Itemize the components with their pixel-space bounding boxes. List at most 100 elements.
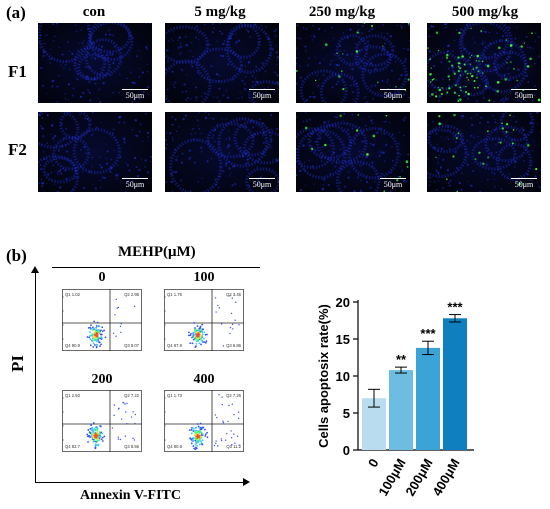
- flow-plot-svg: Q1 2.50 Q2 7.22 Q4 82.7 Q3 8.56: [62, 390, 142, 452]
- micrograph-image: [165, 23, 279, 103]
- event-dot: [113, 414, 115, 417]
- event-dot: [198, 439, 201, 442]
- scale-bar-line: [380, 89, 406, 90]
- pi-axis-label: PI: [8, 355, 27, 372]
- event-dot: [233, 413, 235, 416]
- event-dot: [203, 341, 206, 344]
- quadrant-label: Q1 1.76: [167, 292, 183, 297]
- event-dot: [218, 394, 220, 396]
- event-dot: [189, 437, 191, 440]
- event-dot: [89, 436, 92, 438]
- event-dot: [202, 337, 205, 340]
- event-dot: [93, 436, 96, 438]
- y-tick-label: 20: [336, 295, 350, 310]
- quadrant-label: Q1 2.50: [65, 393, 81, 398]
- event-dot: [196, 437, 199, 439]
- event-dot: [234, 319, 236, 321]
- event-dot: [192, 336, 195, 339]
- event-dot: [94, 446, 97, 449]
- scale-bar: 50μm: [511, 89, 537, 100]
- treatment-title: MEHP(μM): [118, 244, 196, 260]
- event-dot: [190, 438, 193, 441]
- event-dot: [222, 420, 224, 422]
- event-dot: [101, 440, 104, 442]
- event-dot: [89, 326, 92, 329]
- event-dot: [103, 435, 106, 438]
- event-dot: [194, 427, 197, 429]
- event-dot: [195, 339, 198, 342]
- quadrant-label: Q2 3.46: [226, 292, 242, 297]
- event-dot: [98, 336, 101, 339]
- event-dot: [134, 422, 136, 425]
- event-dot: [217, 445, 219, 447]
- flow-plot-200: Q1 2.50 Q2 7.22 Q4 82.7 Q3 8.56: [62, 390, 142, 452]
- event-dot: [119, 325, 122, 328]
- event-dot: [215, 442, 217, 445]
- event-dot: [204, 333, 207, 336]
- event-dot: [94, 334, 97, 337]
- event-dot: [92, 433, 95, 436]
- plot-frame: [62, 390, 142, 452]
- column-header-250mg: 250 mg/kg: [308, 4, 376, 20]
- event-dot: [96, 440, 99, 443]
- quadrant-label: Q4 80.8: [167, 444, 183, 449]
- event-dot: [200, 441, 203, 444]
- event-dot: [188, 331, 190, 334]
- event-dot: [95, 337, 98, 340]
- y-arrow-head: [31, 266, 39, 273]
- event-dot: [134, 413, 137, 416]
- event-dot: [100, 333, 103, 336]
- event-dot: [232, 328, 234, 330]
- event-dot: [194, 443, 197, 446]
- event-dot: [197, 441, 200, 444]
- event-dot: [200, 436, 203, 439]
- event-dot: [86, 435, 89, 438]
- event-dot: [198, 327, 201, 330]
- event-dot: [188, 429, 191, 432]
- event-dot: [201, 340, 204, 343]
- x-arrow: [35, 482, 245, 483]
- scale-bar-label: 50μm: [383, 91, 403, 100]
- event-dot: [233, 433, 235, 435]
- event-dot: [196, 423, 199, 425]
- event-dot: [199, 422, 202, 425]
- event-dot: [101, 326, 104, 329]
- significance-label: **: [396, 352, 407, 367]
- event-dot: [192, 427, 195, 430]
- scale-bar-label: 50μm: [125, 91, 145, 100]
- bar-100μM: [389, 370, 413, 450]
- event-dot: [231, 323, 234, 326]
- event-dot: [197, 334, 199, 336]
- event-dot: [92, 342, 95, 345]
- event-dot: [192, 338, 195, 341]
- event-dot: [199, 433, 202, 435]
- event-dot: [222, 345, 225, 347]
- event-dot: [204, 435, 207, 437]
- event-dot: [190, 428, 193, 431]
- flow-plot-title: 200: [91, 372, 113, 387]
- quadrant-label: Q2 2.98: [124, 292, 140, 297]
- event-dot: [93, 327, 96, 330]
- event-dot: [92, 440, 95, 443]
- event-dot: [101, 436, 104, 439]
- y-arrow: [35, 270, 36, 482]
- micrograph-f1-3: 50μm: [427, 23, 541, 103]
- flow-plot-400: Q1 1.73 Q2 7.26 Q4 80.8 Q3 11.2: [164, 390, 244, 452]
- micrograph-f2-2: 50μm: [296, 112, 410, 192]
- quadrant-label: Q4 82.7: [65, 444, 81, 449]
- event-dot: [201, 333, 204, 336]
- event-dot: [100, 343, 102, 346]
- scale-bar: 50μm: [122, 178, 148, 189]
- event-dot: [198, 427, 201, 430]
- event-dot: [230, 436, 233, 439]
- event-dot: [234, 442, 236, 444]
- event-dot: [120, 418, 123, 420]
- event-dot: [92, 422, 95, 424]
- event-dot: [101, 432, 104, 435]
- event-dot: [200, 339, 203, 342]
- event-dot: [224, 439, 227, 441]
- plot-frame: [62, 289, 142, 351]
- event-dot: [200, 331, 203, 334]
- event-dot: [199, 429, 202, 432]
- event-dot: [226, 433, 228, 435]
